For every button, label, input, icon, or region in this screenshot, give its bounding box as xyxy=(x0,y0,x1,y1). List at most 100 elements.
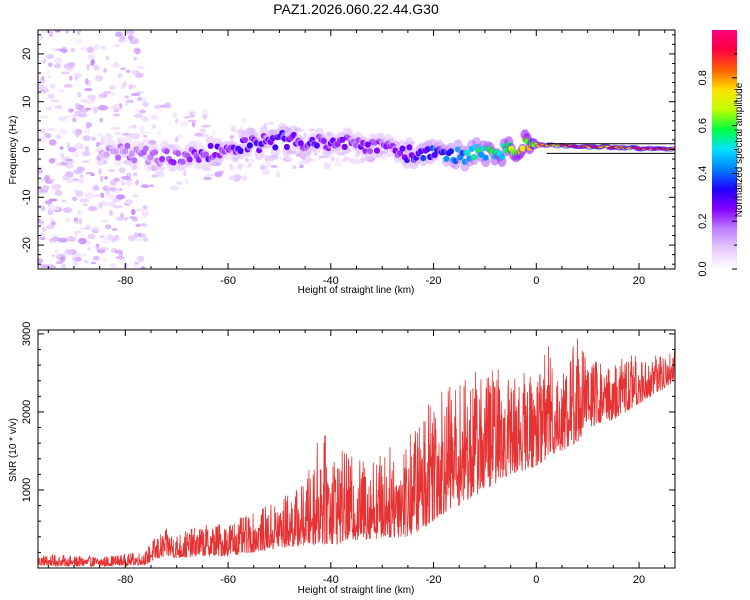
spectrogram-noise-blob xyxy=(99,235,105,239)
snr-y-tick-label: 3000 xyxy=(21,322,33,346)
spectrogram-noise-blob xyxy=(276,171,281,178)
spectrogram-noise-blob xyxy=(176,181,183,185)
spectrogram-noise-blob xyxy=(105,55,110,61)
snr-x-tick-label: -20 xyxy=(426,574,442,586)
spectrogram-noise-blob xyxy=(76,30,81,33)
spectrogram-y-axis-label: Frequency (Hz) xyxy=(8,116,19,185)
spectrogram-noise-blob xyxy=(112,104,121,110)
spectrogram-noise-blob xyxy=(143,131,152,134)
spectrogram-ridge-cell xyxy=(364,141,371,148)
spectrogram-noise-blob xyxy=(85,224,91,230)
spectrogram-noise-blob xyxy=(75,130,80,138)
spectrogram-noise-blob xyxy=(248,158,255,164)
spectrogram-noise-blob xyxy=(242,117,247,123)
spectrogram-noise-blob xyxy=(136,97,142,101)
spectrogram-noise-blob xyxy=(138,232,142,238)
spectrogram-ridge-cell xyxy=(297,140,304,147)
spectrogram-noise-blob xyxy=(67,62,76,68)
spectrogram-ridge-cell xyxy=(399,145,406,152)
spectrogram-ridge-cell xyxy=(519,145,526,152)
spectrogram-noise-blob xyxy=(245,157,249,163)
spectrogram-ridge-cell xyxy=(170,159,177,166)
spectrogram-noise-blob xyxy=(127,235,136,242)
spectrogram-noise-blob xyxy=(93,184,99,190)
spectrogram-noise-blob xyxy=(313,152,318,156)
spectrogram-noise-blob xyxy=(136,65,145,69)
spectrogram-noise-blob xyxy=(142,205,148,210)
spectrogram-noise-blob xyxy=(237,163,243,170)
spectrogram-noise-blob xyxy=(142,213,146,220)
spectrogram-noise-blob xyxy=(174,136,179,143)
spectrogram-noise-blob xyxy=(137,255,145,263)
spectrogram-noise-blob xyxy=(143,237,148,242)
spectrogram-noise-blob xyxy=(211,129,217,136)
spectrogram-noise-blob xyxy=(133,262,139,268)
spectrogram-noise-blob xyxy=(46,69,51,74)
spectrogram-noise-blob xyxy=(108,169,116,173)
spectrogram-noise-blob xyxy=(107,201,117,207)
spectrogram-noise-blob xyxy=(76,166,85,172)
spectrogram-noise-blob xyxy=(99,117,104,123)
spectrogram-noise-blob xyxy=(66,179,75,184)
spectrogram-noise-blob xyxy=(118,259,125,263)
spectrogram-noise-blob xyxy=(150,115,159,120)
spectrogram-noise-blob xyxy=(102,258,107,262)
spectrogram-ridge-cell xyxy=(175,150,182,157)
spectrogram-noise-blob xyxy=(54,105,63,110)
spectrogram-noise-blob xyxy=(47,265,57,269)
spectrogram-noise-blob xyxy=(77,209,82,216)
snr-x-tick-label: 20 xyxy=(633,574,645,586)
spectrogram-noise-blob xyxy=(109,84,116,91)
spectrogram-noise-blob xyxy=(38,136,46,143)
spectrogram-noise-blob xyxy=(153,104,162,110)
spectrogram-noise-blob xyxy=(54,189,63,197)
spectrogram-noise-blob xyxy=(115,31,123,38)
spectrogram-noise-blob xyxy=(44,200,53,205)
spectrogram-noise-blob xyxy=(54,57,63,65)
spectrogram-noise-blob xyxy=(72,261,79,266)
colorbar-axes: 0.0 0.2 0.4 0.6 0.8 xyxy=(697,53,737,277)
spectrogram-ridge-cell xyxy=(112,148,119,155)
spectrogram-noise-blob xyxy=(242,164,246,167)
spectrogram-noise-blob xyxy=(104,176,108,180)
spectrogram-ridge-cell xyxy=(237,147,244,155)
spectrogram-ridge-cell xyxy=(339,136,346,143)
spectrogram-noise-blob xyxy=(92,106,99,112)
spectrogram-noise-blob xyxy=(188,110,196,117)
spectrogram-noise-blob xyxy=(98,202,103,209)
spectrogram-noise-blob xyxy=(66,142,71,149)
spectrogram-noise-blob xyxy=(44,132,52,139)
spectrogram-noise-blob xyxy=(266,156,271,160)
spectrogram-noise-blob xyxy=(48,178,56,182)
snr-x-tick-label: -80 xyxy=(117,574,133,586)
spectrogram-noise-blob xyxy=(135,91,145,94)
spectrogram-ridge-cell xyxy=(207,142,214,149)
spectrogram-noise-blob xyxy=(40,233,44,236)
spectrogram-noise-blob xyxy=(142,101,149,108)
spectrogram-noise-blob xyxy=(48,158,56,164)
spectrogram-noise-blob xyxy=(48,127,57,132)
spectrogram-noise-blob xyxy=(233,174,242,181)
spectrogram-ridge-cell xyxy=(131,157,138,164)
spectrogram-noise-blob xyxy=(94,194,102,198)
spectrogram-noise-blob xyxy=(48,198,58,202)
spectrogram-noise-blob xyxy=(60,263,66,268)
spectrogram-noise-blob xyxy=(100,175,104,183)
spectrogram-noise-blob xyxy=(124,199,134,205)
spectrogram-noise-blob xyxy=(63,84,73,88)
spectrogram-noise-blob xyxy=(120,180,125,187)
spectrogram-ridge-cell xyxy=(152,149,159,156)
spectrogram-noise-blob xyxy=(133,124,137,129)
spectrogram-noise-blob xyxy=(139,109,147,114)
spectrogram-noise-blob xyxy=(40,128,46,133)
spectrogram-noise-blob xyxy=(77,230,82,234)
snr-panel: -80 -60 -40 -20 0 20 1000 2000 3000 Height of st… xyxy=(8,322,676,596)
spectrogram-noise-blob xyxy=(141,116,149,122)
spectrogram-noise-blob xyxy=(68,108,74,113)
spectrogram-noise-blob xyxy=(205,173,215,177)
spectrogram-noise-blob xyxy=(84,107,92,111)
spectrogram-noise-blob xyxy=(79,198,90,203)
spectrogram-noise-blob xyxy=(87,233,96,240)
spectrogram-noise-blob xyxy=(219,170,225,175)
spectrogram-noise-blob xyxy=(172,111,178,118)
